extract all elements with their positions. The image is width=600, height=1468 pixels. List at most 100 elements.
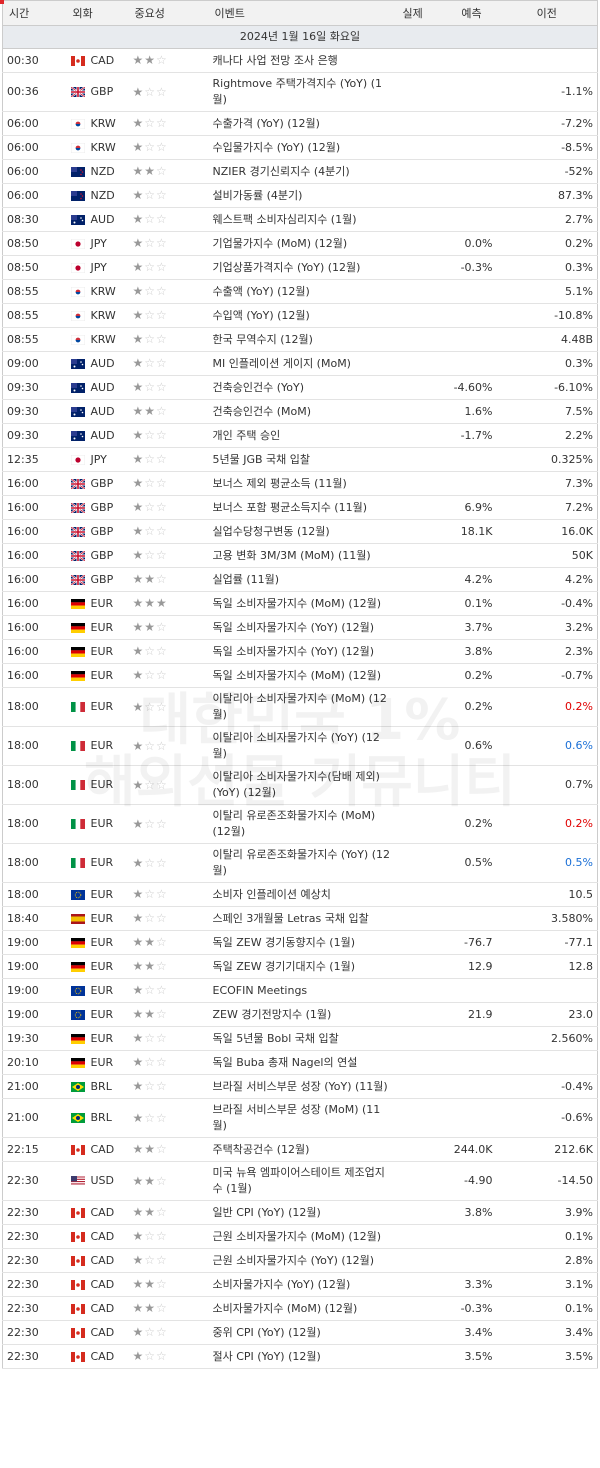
flag-icon bbox=[70, 1303, 85, 1314]
importance: ★☆☆ bbox=[128, 471, 209, 496]
star-icon: ☆ bbox=[156, 308, 168, 322]
event-row: 00:36 GBP ★☆☆ Rightmove 주택가격지수 (YoY) (1월) -1… bbox=[2, 72, 598, 112]
flag-icon bbox=[70, 1113, 85, 1123]
importance-stars: ★☆☆ bbox=[133, 644, 168, 658]
time: 21:00 bbox=[2, 1074, 67, 1099]
currency-cell: EUR bbox=[66, 639, 129, 664]
importance: ★☆☆ bbox=[128, 183, 209, 208]
time: 06:00 bbox=[2, 183, 67, 208]
flag-icon bbox=[70, 1207, 85, 1218]
previous: 12.8 bbox=[496, 954, 598, 979]
currency-cell: JPY bbox=[66, 447, 129, 472]
event-row: 16:00 EUR ★☆☆ 독일 소비자물가지수 (YoY) (12월) 3.8% 2.3… bbox=[2, 639, 598, 664]
importance: ★☆☆ bbox=[128, 1074, 209, 1099]
event-row: 09:00 AUD ★☆☆ MI 인플레이션 게이지 (MoM) 0.3% bbox=[2, 351, 598, 376]
forecast bbox=[446, 1050, 497, 1075]
currency-cell: AUD bbox=[66, 351, 129, 376]
flag-icon bbox=[70, 55, 85, 66]
actual bbox=[396, 954, 447, 979]
previous: -77.1 bbox=[496, 930, 598, 955]
previous: -10.8% bbox=[496, 303, 598, 328]
star-icon: ☆ bbox=[156, 260, 168, 274]
importance: ★☆☆ bbox=[128, 279, 209, 304]
event: 미국 뉴욕 엠파이어스테이트 제조업지수 (1월) bbox=[208, 1161, 397, 1201]
star-icon: ☆ bbox=[156, 428, 168, 442]
star-icon: ☆ bbox=[156, 777, 168, 792]
event-row: 12:35 JPY ★☆☆ 5년물 JGB 국채 입찰 0.325% bbox=[2, 447, 598, 472]
star-icon: ★ bbox=[132, 212, 145, 226]
event-row: 16:00 EUR ★★★ 독일 소비자물가지수 (MoM) (12월) 0.1% -0.… bbox=[2, 591, 598, 616]
star-icon: ★ bbox=[132, 116, 145, 130]
star-icon: ☆ bbox=[144, 644, 157, 658]
forecast: 0.5% bbox=[446, 843, 497, 883]
table-body: 2024년 1월 16일 화요일 00:30 CAD ★★☆ 캐나다 사업 전망 조사… bbox=[2, 25, 598, 1369]
importance-stars: ★☆☆ bbox=[133, 983, 168, 997]
star-icon: ☆ bbox=[144, 1031, 157, 1045]
star-icon: ★ bbox=[132, 188, 145, 202]
star-icon: ★ bbox=[132, 284, 145, 298]
currency: CAD bbox=[90, 1349, 115, 1363]
importance-stars: ★☆☆ bbox=[133, 380, 168, 394]
actual bbox=[396, 231, 447, 256]
star-icon: ☆ bbox=[156, 887, 168, 901]
star-icon: ☆ bbox=[156, 816, 168, 831]
star-icon: ★ bbox=[144, 620, 157, 634]
forecast: 0.1% bbox=[446, 591, 497, 616]
actual bbox=[396, 159, 447, 184]
previous bbox=[496, 1050, 598, 1075]
currency-cell: GBP bbox=[66, 471, 129, 496]
star-icon: ☆ bbox=[144, 236, 157, 250]
importance-stars: ★☆☆ bbox=[133, 1325, 168, 1339]
time: 00:36 bbox=[2, 72, 67, 112]
event: 독일 Buba 총재 Nagel의 연설 bbox=[208, 1050, 397, 1075]
event-row: 06:00 NZD ★★☆ NZIER 경기신뢰지수 (4분기) -52% bbox=[2, 159, 598, 184]
event-row: 19:00 EUR ★☆☆ ECOFIN Meetings bbox=[2, 978, 598, 1003]
star-icon: ☆ bbox=[156, 380, 168, 394]
star-icon: ★ bbox=[144, 1173, 157, 1188]
currency-cell: KRW bbox=[66, 111, 129, 136]
column-header: 이전 bbox=[496, 0, 598, 26]
currency-cell: USD bbox=[66, 1161, 129, 1201]
time: 16:00 bbox=[2, 639, 67, 664]
currency-cell: EUR bbox=[66, 882, 129, 907]
event: 독일 소비자물가지수 (MoM) (12월) bbox=[208, 591, 397, 616]
currency: GBP bbox=[90, 572, 114, 586]
importance-stars: ★★☆ bbox=[133, 1007, 168, 1021]
event: 수출액 (YoY) (12월) bbox=[208, 279, 397, 304]
currency-cell: EUR bbox=[66, 591, 129, 616]
event: 5년물 JGB 국채 입찰 bbox=[208, 447, 397, 472]
time: 08:50 bbox=[2, 231, 67, 256]
importance: ★★☆ bbox=[128, 159, 209, 184]
currency: JPY bbox=[90, 236, 107, 250]
currency: BRL bbox=[90, 1111, 112, 1124]
star-icon: ★ bbox=[132, 500, 145, 514]
currency-cell: CAD bbox=[66, 1137, 129, 1162]
forecast bbox=[446, 303, 497, 328]
star-icon: ★ bbox=[132, 1301, 145, 1315]
time: 21:00 bbox=[2, 1098, 67, 1138]
star-icon: ★ bbox=[132, 855, 145, 870]
event: 한국 무역수지 (12월) bbox=[208, 327, 397, 352]
previous: 0.1% bbox=[496, 1224, 598, 1249]
previous: 3.4% bbox=[496, 1320, 598, 1345]
event-row: 22:30 CAD ★☆☆ 중위 CPI (YoY) (12월) 3.4% 3.4% bbox=[2, 1320, 598, 1345]
importance-stars: ★☆☆ bbox=[133, 817, 168, 831]
currency-cell: JPY bbox=[66, 231, 129, 256]
importance-stars: ★★☆ bbox=[133, 1142, 168, 1156]
importance-stars: ★☆☆ bbox=[133, 856, 168, 870]
currency-cell: CAD bbox=[66, 48, 129, 73]
star-icon: ☆ bbox=[144, 699, 157, 714]
currency: AUD bbox=[90, 428, 115, 442]
importance: ★☆☆ bbox=[128, 1026, 209, 1051]
event: 웨스트팩 소비자심리지수 (1월) bbox=[208, 207, 397, 232]
event-row: 18:00 EUR ★☆☆ 소비자 인플레이션 예상치 10.5 bbox=[2, 882, 598, 907]
flag-icon bbox=[70, 286, 85, 297]
importance-stars: ★☆☆ bbox=[133, 308, 168, 322]
star-icon: ☆ bbox=[144, 1349, 157, 1363]
currency: GBP bbox=[90, 524, 114, 538]
event: 개인 주택 승인 bbox=[208, 423, 397, 448]
importance: ★☆☆ bbox=[128, 1098, 209, 1138]
time: 08:55 bbox=[2, 303, 67, 328]
star-icon: ★ bbox=[132, 1277, 145, 1291]
event: 건축승인건수 (YoY) bbox=[208, 375, 397, 400]
